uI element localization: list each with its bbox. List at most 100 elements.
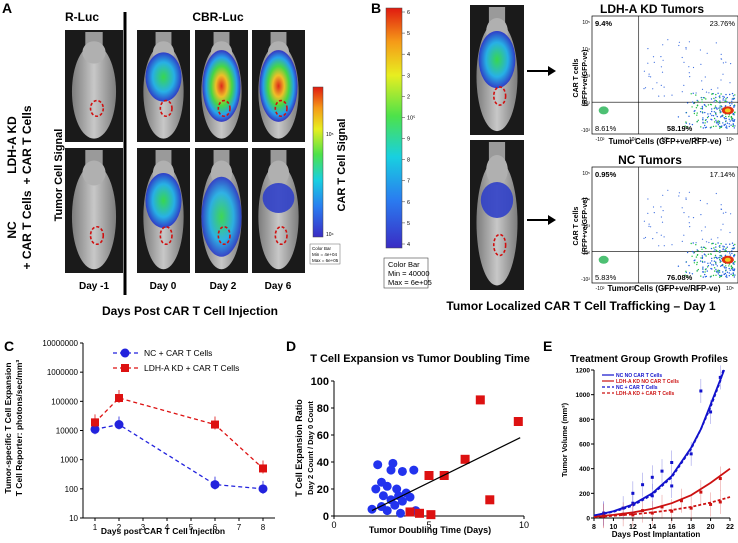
- chart-c-xtick-label: 6: [213, 523, 218, 532]
- flow-bottom-dot: [731, 269, 733, 271]
- row1-label: LDH-A KD + CAR T Cells: [5, 105, 34, 184]
- svg-text:+ CAR T Cells: + CAR T Cells: [20, 190, 34, 269]
- flow-top-dot: [714, 107, 716, 109]
- flow-top-dot: [723, 117, 725, 119]
- flow-top-dot: [733, 127, 735, 129]
- flow-bottom-dot: [706, 266, 709, 268]
- flow-top-dot: [699, 49, 702, 51]
- flow-top-dot: [705, 126, 708, 128]
- flow-bottom-dot: [722, 223, 724, 225]
- flow-bottom-dot: [658, 245, 660, 247]
- colorbar-a: 10⁵ 10⁴ Color Bar Min = 4e+04 Max = 6e+0…: [309, 86, 341, 265]
- flow-bottom-dot: [707, 262, 709, 264]
- flow-top-dot: [728, 114, 731, 116]
- flow-top-dot: [663, 86, 665, 88]
- flow-top-dot: [733, 105, 735, 107]
- flow-top-dot: [722, 95, 724, 98]
- mouse-a-rluc-kd: [65, 30, 123, 142]
- colorbar-b-tick-label: 4: [407, 52, 410, 58]
- chart-c-point: [259, 464, 267, 473]
- chart-d-point: [390, 500, 400, 510]
- chart-d-ylabel: T Cell Expansion Ratio Day 2 Count / Day…: [294, 399, 315, 497]
- flow-top-xtick: 10²: [629, 137, 637, 143]
- flow-bottom-dot: [648, 225, 650, 227]
- flow-top-dot: [713, 117, 716, 120]
- chart-e-xtick-label: 12: [629, 524, 637, 531]
- flow-bottom-dot: [719, 261, 721, 263]
- tumor-outline: [274, 99, 288, 118]
- flow-bottom-dot: [709, 262, 712, 264]
- flow-top-dot: [688, 123, 691, 125]
- chart-d-ytick-label: 20: [317, 484, 329, 496]
- colorbar-a-title: Color Bar: [312, 246, 332, 251]
- flow-top-dot: [717, 121, 719, 123]
- chart-e-xtick-label: 20: [707, 524, 715, 531]
- flow-top-dot: [662, 59, 664, 61]
- flow-top-dot: [733, 106, 735, 109]
- flow-top-dot: [677, 116, 680, 118]
- flow-bottom-dot: [728, 272, 730, 274]
- flow-bottom-dot: [707, 265, 710, 267]
- chart-d-xtick-label: 0: [331, 520, 336, 530]
- flow-bottom-dot: [714, 254, 717, 257]
- flow-bottom-dot: [699, 260, 702, 262]
- colorbar-b-min: Min = 40000: [388, 269, 430, 278]
- flow-bottom-dot: [696, 261, 698, 264]
- flow-bottom-dot: [685, 198, 687, 200]
- flow-bottom-dot: [732, 248, 735, 250]
- flow-bottom-dot: [711, 257, 713, 260]
- flow-bottom-dot: [683, 212, 685, 214]
- flow-bottom-dot: [724, 250, 726, 252]
- chart-c-legend-marker: [120, 348, 130, 358]
- flow-top-dot: [685, 121, 687, 123]
- flow-bottom-dot: [643, 237, 645, 239]
- flow-bottom-dot: [663, 245, 665, 247]
- colorbar-a-scale: [312, 86, 324, 238]
- flow-top-title: LDH-A KD Tumors: [600, 2, 704, 16]
- flow-top-dot: [696, 112, 698, 114]
- chart-e-legend-label: LDH-A KD NO CAR T Cells: [616, 379, 679, 385]
- chart-d-point: [460, 454, 470, 464]
- flow-bottom-dot: [720, 208, 722, 210]
- flow-bottom-dot: [694, 259, 696, 261]
- flow-bottom-dot: [729, 254, 731, 256]
- flow-top-dot: [717, 87, 719, 89]
- flow-top-dot: [678, 44, 680, 47]
- flow-top-neg-cluster: [598, 106, 609, 115]
- chart-d-ytick-label: 100: [311, 376, 329, 388]
- day-label-3: Day 2: [210, 281, 237, 292]
- flow-bottom-dot: [687, 276, 689, 278]
- colorbar-b-scale: [385, 7, 403, 249]
- flow-top-dot: [706, 121, 708, 123]
- chart-c-xtick-label: 2: [117, 523, 122, 532]
- svg-text:CAR T cells: CAR T cells: [573, 206, 580, 245]
- flow-top-dot: [688, 41, 691, 43]
- svg-text:LDH-A KD: LDH-A KD: [5, 116, 19, 174]
- chart-e-point: [709, 410, 713, 414]
- flow-bottom-hotspot-core: [724, 257, 731, 262]
- flow-top-dot: [648, 75, 650, 77]
- flow-bottom-dot: [686, 251, 689, 254]
- flow-bottom-dot: [734, 261, 736, 263]
- flow-top-dot: [693, 102, 695, 105]
- flow-bottom-dot: [720, 257, 723, 260]
- flow-top-dot: [647, 62, 649, 64]
- flow-bottom-dot: [715, 192, 717, 195]
- flow-bottom-dot: [705, 275, 708, 278]
- flow-bottom-dot: [722, 271, 724, 273]
- flow-top-dot: [652, 56, 655, 58]
- flow-top-dot: [724, 123, 727, 126]
- flow-bottom-dot: [715, 249, 717, 251]
- flow-top-dot: [715, 119, 717, 122]
- flow-bottom-dot: [662, 210, 664, 212]
- flow-bottom-dot: [681, 240, 683, 242]
- flow-bottom-q1: 0.95%: [595, 170, 617, 179]
- flow-bottom-dot: [725, 274, 728, 276]
- colorbar-a-min: Min = 4e+04: [312, 252, 338, 257]
- flow-bottom-dot: [725, 267, 727, 269]
- flow-top-q4: 58.19%: [667, 124, 693, 133]
- colorbar-b-tick-label: 6: [407, 10, 410, 16]
- flow-top-dot: [681, 91, 683, 93]
- flow-bottom-dot: [660, 206, 662, 208]
- chart-e-xtick-label: 22: [726, 524, 734, 531]
